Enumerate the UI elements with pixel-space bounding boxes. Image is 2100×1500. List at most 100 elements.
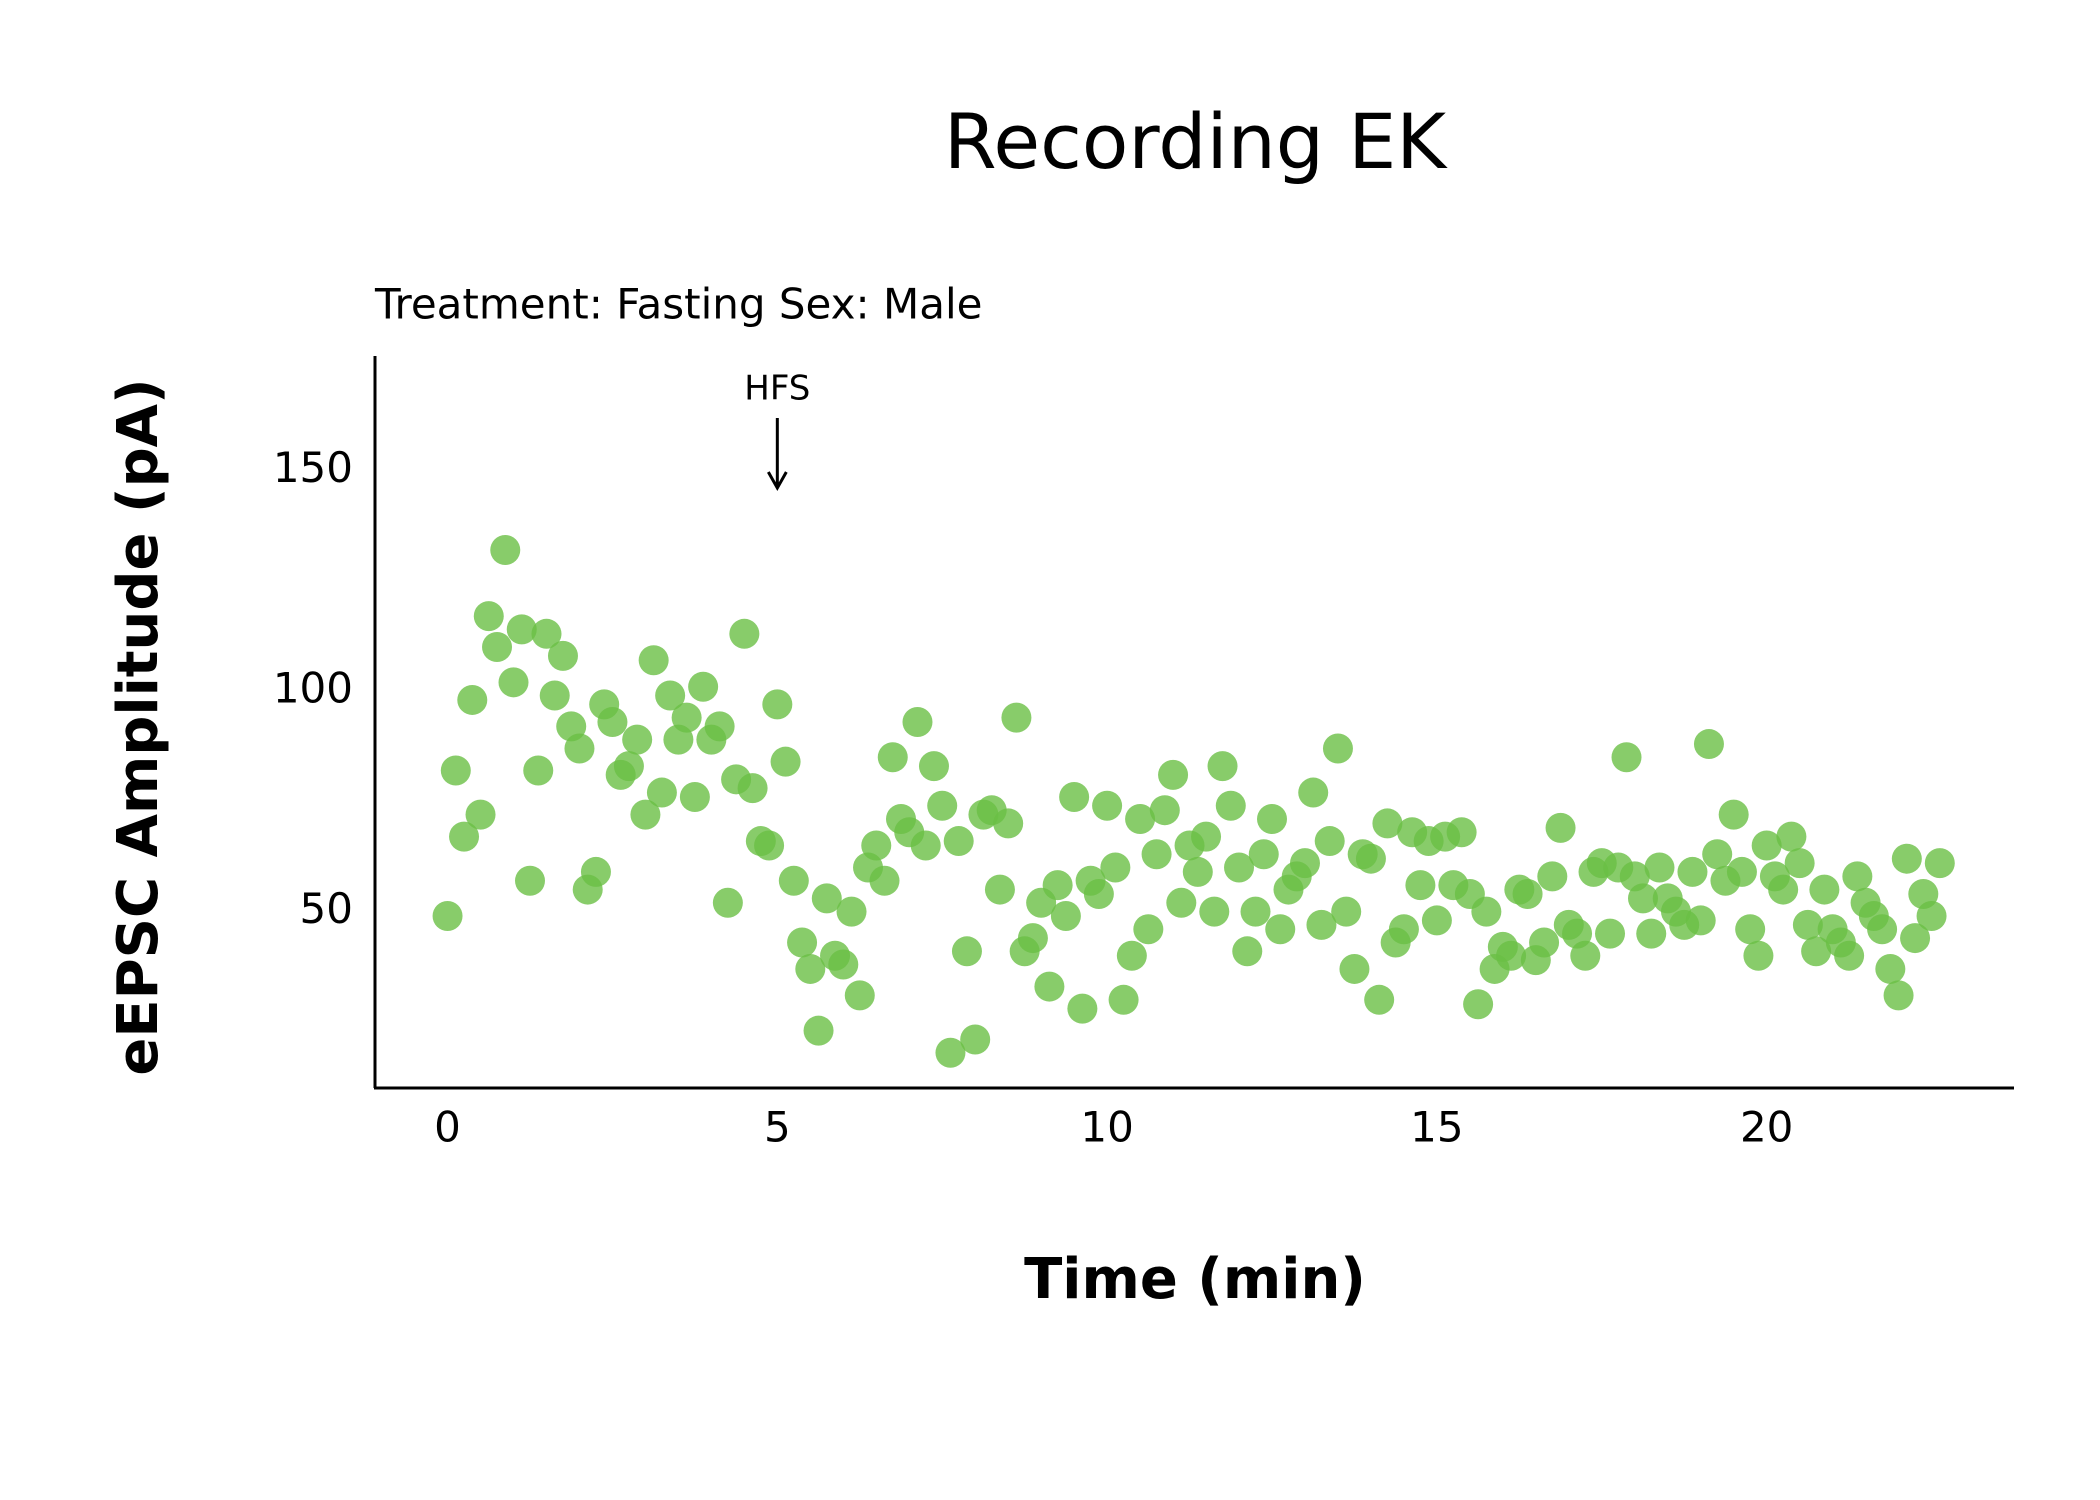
data-point	[688, 671, 719, 702]
data-point	[770, 746, 801, 777]
data-point	[811, 883, 842, 914]
annotation-arrow	[767, 418, 788, 492]
data-point	[539, 680, 570, 711]
data-point	[1867, 914, 1898, 945]
data-point	[1644, 852, 1675, 883]
data-point	[1496, 940, 1527, 971]
data-point	[729, 618, 760, 649]
y-tick-label: 100	[273, 664, 353, 713]
y-tick-label: 50	[300, 884, 353, 933]
data-point	[1834, 940, 1865, 971]
data-point	[1364, 984, 1395, 1015]
data-point	[1125, 804, 1156, 835]
data-point	[1265, 914, 1296, 945]
data-point	[1900, 923, 1931, 954]
data-point	[671, 702, 702, 733]
data-point	[1017, 923, 1048, 954]
data-point	[1166, 887, 1197, 918]
data-point	[1636, 918, 1667, 949]
data-point	[1248, 839, 1279, 870]
data-point	[778, 865, 809, 896]
data-point	[655, 680, 686, 711]
data-point	[1042, 870, 1073, 901]
annotation-label: HFS	[744, 369, 810, 409]
y-tick-label: 150	[273, 443, 353, 492]
data-point	[1298, 777, 1329, 808]
data-point	[613, 751, 644, 782]
data-point	[1306, 909, 1337, 940]
data-point	[1256, 804, 1287, 835]
data-point	[1092, 790, 1123, 821]
data-point	[630, 799, 661, 830]
data-point	[960, 1024, 991, 1055]
chart-title: Recording EK	[944, 97, 1448, 186]
data-point	[1809, 874, 1840, 905]
data-point	[1083, 878, 1114, 909]
data-point	[646, 777, 677, 808]
data-point	[1149, 795, 1180, 826]
data-point	[1801, 936, 1832, 967]
data-point	[1059, 781, 1090, 812]
data-point	[564, 733, 595, 764]
data-point	[795, 953, 826, 984]
data-point	[1215, 790, 1246, 821]
data-point	[1842, 861, 1873, 892]
data-point	[1339, 953, 1370, 984]
data-point	[1529, 927, 1560, 958]
data-point	[1322, 733, 1353, 764]
data-point	[1776, 821, 1807, 852]
data-point	[1108, 984, 1139, 1015]
data-point	[1916, 901, 1947, 932]
data-point	[622, 724, 653, 755]
data-point	[1388, 914, 1419, 945]
data-point	[1735, 914, 1766, 945]
data-point	[473, 601, 504, 632]
data-point	[432, 901, 463, 932]
data-point	[1050, 901, 1081, 932]
data-point	[597, 707, 628, 737]
data-point	[531, 618, 562, 649]
data-point	[482, 632, 513, 663]
x-tick-label: 20	[1740, 1103, 1793, 1152]
data-point	[1726, 856, 1757, 887]
data-point	[523, 755, 554, 786]
data-point	[1595, 918, 1626, 949]
data-point	[1191, 821, 1222, 852]
data-point	[498, 667, 529, 698]
data-point	[1471, 896, 1502, 927]
data-point	[1924, 848, 1955, 879]
data-point	[836, 896, 867, 927]
data-point	[1133, 914, 1164, 945]
data-point	[1116, 940, 1147, 971]
data-point	[861, 830, 892, 861]
data-point	[465, 799, 496, 830]
data-point	[935, 1037, 966, 1068]
x-tick-label: 15	[1410, 1103, 1463, 1152]
data-point	[1034, 971, 1065, 1002]
data-point	[1141, 839, 1172, 870]
data-point	[457, 684, 488, 715]
data-point	[1463, 989, 1494, 1020]
data-point	[984, 874, 1015, 905]
data-point	[1240, 896, 1271, 927]
chart-subtitle: Treatment: Fasting Sex: Male	[374, 280, 983, 329]
data-point	[440, 755, 471, 786]
data-point	[754, 830, 785, 861]
data-point	[951, 936, 982, 967]
data-point	[1545, 812, 1576, 843]
data-point	[1693, 729, 1724, 760]
data-point	[1702, 839, 1733, 870]
data-point	[1001, 702, 1032, 733]
data-point	[993, 808, 1024, 839]
data-point	[638, 645, 669, 676]
data-point	[1718, 799, 1749, 830]
data-point	[1372, 808, 1403, 839]
data-point	[1405, 870, 1436, 901]
data-point	[514, 865, 545, 896]
data-point	[1289, 848, 1320, 879]
data-point	[1768, 874, 1799, 905]
data-point	[1421, 905, 1452, 936]
data-point	[844, 980, 875, 1011]
